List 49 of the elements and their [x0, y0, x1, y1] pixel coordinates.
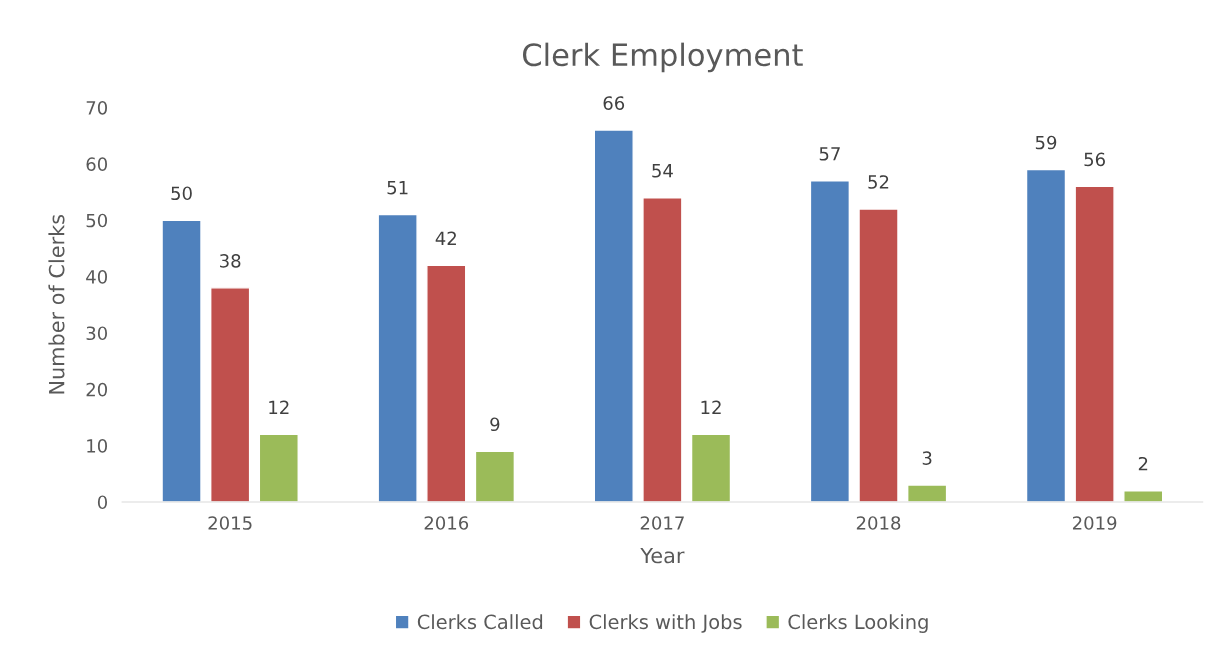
- data-label: 66: [603, 96, 625, 110]
- y-tick-label: 50: [86, 213, 108, 228]
- y-tick-label: 30: [86, 326, 108, 341]
- bar: [858, 208, 899, 502]
- x-tick-label: 2015: [208, 516, 252, 530]
- x-tick-label: 2017: [640, 516, 684, 530]
- bar: [690, 433, 732, 502]
- data-label: 12: [701, 400, 721, 414]
- bar: [1025, 168, 1067, 502]
- x-tick-label: 2018: [856, 516, 901, 530]
- y-tick-label: 40: [86, 270, 108, 284]
- y-tick-label: 10: [87, 439, 108, 453]
- bar: [906, 484, 948, 502]
- bar: [1123, 490, 1164, 502]
- data-label: 2: [1138, 456, 1148, 471]
- data-label: 52: [868, 175, 889, 189]
- data-label: 42: [435, 231, 456, 245]
- data-label: 56: [1084, 152, 1105, 167]
- legend-label: Clerks Looking: [788, 614, 928, 633]
- y-tick-label: 20: [86, 382, 108, 397]
- x-tick-label: 2016: [424, 516, 469, 530]
- bar: [809, 180, 851, 502]
- data-label: 51: [387, 181, 408, 195]
- data-label: 3: [922, 451, 932, 465]
- legend-label: Clerks Called: [417, 614, 543, 630]
- data-label: 38: [220, 254, 241, 268]
- bar: [474, 450, 516, 502]
- y-tick-label: 60: [86, 157, 108, 171]
- chart-title: Clerk Employment: [522, 42, 803, 73]
- data-label: 12: [269, 400, 289, 414]
- data-label: 50: [171, 186, 192, 201]
- data-label: 59: [1035, 135, 1057, 150]
- bar: [210, 287, 251, 502]
- x-axis-title: Year: [640, 547, 685, 564]
- y-tick-label: 70: [86, 100, 108, 115]
- bar: [377, 213, 418, 502]
- y-tick-label: 0: [97, 495, 108, 510]
- bar: [161, 219, 202, 502]
- y-axis-title: Number of Clerks: [48, 214, 65, 394]
- bar: [1074, 185, 1115, 502]
- bar: [642, 196, 683, 502]
- bar: [426, 264, 467, 502]
- data-label: 9: [490, 417, 500, 432]
- x-tick-label: 2019: [1072, 516, 1117, 530]
- data-label: 57: [819, 147, 840, 161]
- bar: [258, 433, 299, 502]
- data-label: 54: [652, 164, 673, 178]
- legend-label: Clerks with Jobs: [589, 614, 742, 633]
- bar: [593, 129, 634, 502]
